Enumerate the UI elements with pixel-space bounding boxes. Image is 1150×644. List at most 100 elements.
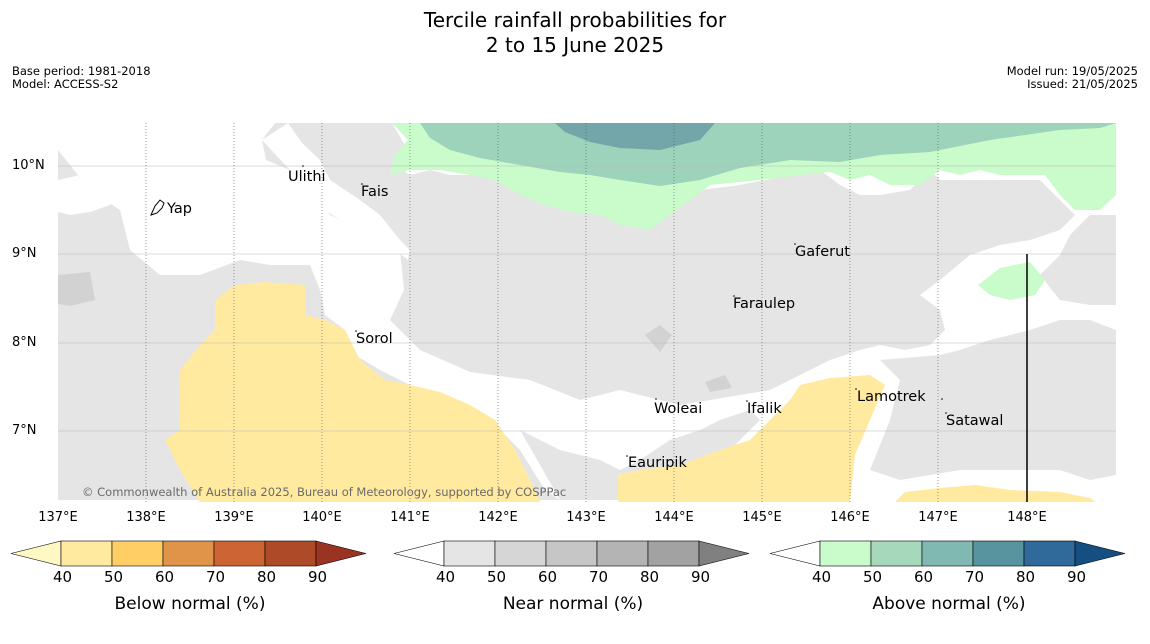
meta-left: Base period: 1981-2018 Model: ACCESS-S2 bbox=[12, 65, 151, 91]
colorbar-extend-high bbox=[315, 540, 367, 567]
near-normal-region-east bbox=[1040, 215, 1116, 305]
sorol-dot bbox=[355, 330, 357, 332]
below-normal-region-south bbox=[618, 375, 885, 502]
tick-near-90: 90 bbox=[691, 568, 711, 586]
eauripik-dot bbox=[626, 455, 628, 457]
near-normal-region-southeast bbox=[870, 320, 1116, 480]
near-normal-patch-3 bbox=[58, 272, 95, 306]
label-lamotrek: Lamotrek bbox=[857, 389, 926, 405]
chart-title: Tercile rainfall probabilities for 2 to … bbox=[0, 8, 1150, 58]
colorbar-near-normal bbox=[393, 540, 750, 567]
colorbar-extend-high bbox=[698, 540, 750, 567]
title-line-2: 2 to 15 June 2025 bbox=[485, 33, 665, 57]
tick-below-40: 40 bbox=[53, 568, 73, 586]
map-area: Ulithi Fais Yap Gaferut Faraulep Sorol L… bbox=[58, 123, 1116, 502]
tick-below-80: 80 bbox=[257, 568, 277, 586]
lat-label-8n: 8°N bbox=[12, 335, 37, 350]
graticule bbox=[58, 123, 1116, 502]
label-eauripik: Eauripik bbox=[628, 455, 687, 471]
copyright-text: © Commonwealth of Australia 2025, Bureau… bbox=[82, 485, 566, 499]
lon-label-137e: 137°E bbox=[38, 510, 78, 525]
colorbar-segment bbox=[596, 540, 649, 567]
legend-title-above: Above normal (%) bbox=[872, 594, 1026, 614]
colorbar-segment bbox=[647, 540, 700, 567]
tick-near-80: 80 bbox=[640, 568, 660, 586]
woleai-dot bbox=[655, 398, 657, 400]
title-line-1: Tercile rainfall probabilities for bbox=[423, 8, 727, 32]
white-gap-north bbox=[262, 123, 410, 260]
colorbar-segment bbox=[545, 540, 598, 567]
colorbar-segment bbox=[921, 540, 974, 567]
lon-label-143e: 143°E bbox=[566, 510, 606, 525]
lat-label-7n: 7°N bbox=[12, 423, 37, 438]
above-normal-40-patch-east bbox=[978, 262, 1045, 300]
near-normal-patch-1 bbox=[645, 325, 672, 352]
tick-near-60: 60 bbox=[538, 568, 558, 586]
colorbar-extend-low bbox=[10, 540, 62, 567]
yap-island-shape bbox=[150, 199, 165, 216]
place-labels: Ulithi Fais Yap Gaferut Faraulep Sorol L… bbox=[166, 169, 1003, 471]
label-satawal: Satawal bbox=[946, 413, 1003, 429]
below-normal-region-southeast bbox=[895, 485, 1095, 502]
label-fais: Fais bbox=[361, 184, 388, 200]
colorbar-segment bbox=[819, 540, 872, 567]
model-run: Model run: 19/05/2025 bbox=[1006, 64, 1138, 78]
tick-near-40: 40 bbox=[436, 568, 456, 586]
fais-dot bbox=[361, 183, 363, 185]
meta-right: Model run: 19/05/2025 Issued: 21/05/2025 bbox=[1007, 65, 1138, 91]
islands bbox=[150, 165, 947, 457]
near-normal-patch-2 bbox=[705, 375, 732, 392]
gaferut-dot bbox=[794, 243, 796, 245]
tick-above-70: 70 bbox=[965, 568, 985, 586]
near-normal-region-west bbox=[58, 123, 1075, 405]
lon-label-148e: 148°E bbox=[1007, 510, 1047, 525]
faraulep-dot bbox=[733, 295, 735, 297]
lon-label-141e: 141°E bbox=[390, 510, 430, 525]
extra-dot bbox=[941, 398, 943, 400]
tick-above-60: 60 bbox=[914, 568, 934, 586]
colorbar-segment bbox=[870, 540, 923, 567]
tick-below-70: 70 bbox=[206, 568, 226, 586]
colorbar-segment bbox=[264, 540, 317, 567]
lat-label-10n: 10°N bbox=[12, 158, 45, 173]
lamotrek-dot bbox=[855, 388, 857, 390]
colorbar-segment bbox=[162, 540, 215, 567]
model-name: Model: ACCESS-S2 bbox=[12, 77, 119, 91]
label-faraulep: Faraulep bbox=[733, 296, 795, 312]
lat-label-9n: 9°N bbox=[12, 246, 37, 261]
colorbar-extend-low bbox=[769, 540, 821, 567]
colorbar-segment bbox=[443, 540, 496, 567]
label-ifalik: Ifalik bbox=[747, 401, 782, 417]
label-sorol: Sorol bbox=[356, 331, 393, 347]
tick-above-50: 50 bbox=[863, 568, 883, 586]
legend-title-near: Near normal (%) bbox=[502, 594, 644, 614]
issued-date: Issued: 21/05/2025 bbox=[1027, 77, 1138, 91]
lon-label-144e: 144°E bbox=[654, 510, 694, 525]
lon-label-140e: 140°E bbox=[302, 510, 342, 525]
colorbar-segment bbox=[972, 540, 1025, 567]
label-woleai: Woleai bbox=[654, 401, 702, 417]
below-normal-region-west bbox=[165, 282, 540, 502]
legend-title-below: Below normal (%) bbox=[114, 594, 266, 614]
label-gaferut: Gaferut bbox=[795, 244, 850, 260]
satawal-dot bbox=[945, 412, 947, 414]
lon-label-139e: 139°E bbox=[214, 510, 254, 525]
colorbar-segment bbox=[494, 540, 547, 567]
colorbar-extend-high bbox=[1074, 540, 1126, 567]
tick-below-60: 60 bbox=[155, 568, 175, 586]
tick-above-80: 80 bbox=[1016, 568, 1036, 586]
tick-below-50: 50 bbox=[104, 568, 124, 586]
colorbar-extend-low bbox=[393, 540, 445, 567]
label-ulithi: Ulithi bbox=[288, 169, 326, 185]
colorbar-segment bbox=[213, 540, 266, 567]
tick-below-90: 90 bbox=[308, 568, 328, 586]
ulithi-dot bbox=[302, 165, 304, 167]
ifalik-dot bbox=[746, 400, 748, 402]
tick-above-90: 90 bbox=[1067, 568, 1087, 586]
colorbar-segment bbox=[60, 540, 113, 567]
lon-label-138e: 138°E bbox=[126, 510, 166, 525]
lon-label-146e: 146°E bbox=[830, 510, 870, 525]
above-normal-60-region bbox=[555, 123, 715, 150]
white-gap-northwest bbox=[58, 175, 118, 215]
label-yap: Yap bbox=[166, 201, 192, 217]
